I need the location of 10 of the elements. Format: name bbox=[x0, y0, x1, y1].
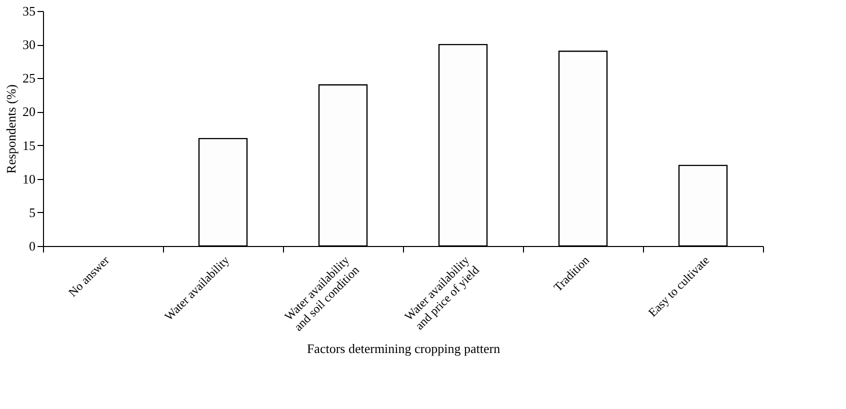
y-tick-label: 0 bbox=[29, 238, 36, 254]
x-axis-title: Factors determining cropping pattern bbox=[306, 340, 501, 356]
y-tick-label: 30 bbox=[22, 37, 36, 52]
y-tick-label: 25 bbox=[22, 70, 36, 86]
y-tick-label: 5 bbox=[29, 204, 36, 220]
y-tick-label: 15 bbox=[22, 138, 36, 153]
y-tick-label: 10 bbox=[22, 171, 36, 186]
y-tick-label: 20 bbox=[22, 104, 36, 120]
y-axis-title: Respondents (%) bbox=[4, 84, 18, 174]
y-tick-label: 35 bbox=[22, 4, 36, 18]
